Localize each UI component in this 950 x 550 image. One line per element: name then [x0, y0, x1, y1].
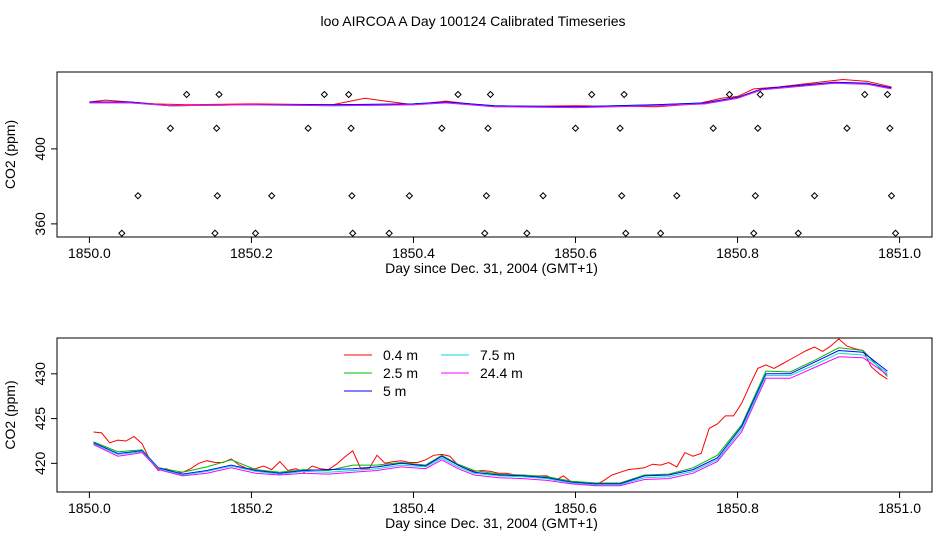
x-tick-label: 1850.2 [230, 500, 273, 516]
data-point [320, 90, 329, 99]
data-point [348, 192, 356, 200]
plot-frame [56, 337, 933, 493]
data-point [887, 192, 896, 200]
legend-label: 5 m [383, 383, 406, 399]
data-point [616, 124, 624, 132]
data-point [891, 229, 900, 237]
data-point [754, 124, 762, 132]
y-axis-label: CO2 (ppm) [2, 120, 18, 189]
data-point [215, 90, 223, 99]
data-point [861, 90, 869, 99]
x-tick-label: 1850.4 [392, 500, 435, 516]
x-axis-label: Day since Dec. 31, 2004 (GMT+1) [385, 515, 598, 531]
data-point [794, 229, 803, 237]
data-point [756, 90, 764, 99]
series-line-24-4-m [89, 82, 892, 109]
data-point [620, 90, 628, 99]
x-tick-label: 1851.0 [878, 245, 921, 261]
data-point [617, 192, 626, 200]
x-tick-label: 1850.8 [716, 500, 759, 516]
data-point [622, 229, 630, 237]
data-point [166, 124, 175, 132]
data-point [454, 90, 462, 99]
x-tick-label: 1850.0 [68, 500, 111, 516]
x-tick-label: 1850.8 [716, 245, 759, 261]
data-point [251, 229, 260, 237]
data-point [347, 124, 355, 132]
legend-label: 7.5 m [480, 347, 515, 363]
data-point [486, 90, 495, 99]
x-axis-label: Day since Dec. 31, 2004 (GMT+1) [385, 260, 598, 276]
data-point [405, 192, 414, 200]
y-tick-label: 360 [32, 212, 48, 236]
series-line-7-5-m [93, 352, 888, 486]
data-point [673, 192, 681, 200]
data-point [886, 124, 894, 132]
data-point [588, 90, 596, 99]
data-point [118, 229, 126, 237]
data-point [571, 124, 580, 132]
data-point [656, 229, 665, 237]
top-panel: 1850.0 1850.2 1850.4 1850.6 1850.8 1851.0 360 4… [2, 71, 933, 276]
data-point [481, 229, 489, 237]
data-point [182, 90, 191, 99]
x-tick-label: 1850.6 [554, 500, 597, 516]
y-axis-label: CO2 (ppm) [2, 380, 18, 449]
data-point [134, 192, 142, 200]
legend-label: 0.4 m [383, 347, 418, 363]
data-point [751, 192, 760, 200]
plot-frame [56, 71, 933, 238]
legend-label: 24.4 m [480, 365, 523, 381]
data-point [750, 229, 758, 237]
data-point [304, 124, 312, 132]
bottom-panel: 1850.0 1850.2 1850.4 1850.6 1850.8 1851.0 420 4… [2, 337, 933, 531]
data-point [725, 90, 734, 99]
data-point [213, 192, 222, 200]
x-tick-label: 1850.0 [68, 245, 111, 261]
data-point [267, 192, 276, 200]
y-tick-label: 425 [32, 407, 48, 431]
data-point [385, 229, 393, 237]
legend: 0.4 m 2.5 m 5 m 7.5 m 24.4 m [344, 347, 523, 399]
data-point [211, 229, 219, 237]
data-point [523, 229, 531, 237]
series-line-24-4-m [93, 356, 888, 487]
data-point [482, 192, 491, 200]
data-point [349, 229, 357, 237]
data-point [843, 124, 851, 132]
data-point [344, 90, 353, 99]
x-tick-label: 1850.2 [230, 245, 273, 261]
data-point [539, 192, 547, 200]
series-line-5-m [93, 349, 888, 485]
series-line-2-5-m [93, 347, 888, 484]
data-point [212, 124, 221, 132]
y-tick-label: 430 [32, 362, 48, 386]
figure-title: loo AIRCOA A Day 100124 Calibrated Times… [320, 13, 625, 29]
data-point [810, 192, 819, 200]
data-point [438, 124, 446, 132]
x-tick-label: 1850.6 [554, 245, 597, 261]
y-tick-label: 400 [32, 137, 48, 161]
data-point [484, 124, 492, 132]
legend-label: 2.5 m [383, 365, 418, 381]
data-point [883, 90, 892, 99]
x-tick-label: 1850.4 [392, 245, 435, 261]
x-tick-label: 1851.0 [878, 500, 921, 516]
data-point [709, 124, 717, 132]
y-tick-label: 420 [32, 451, 48, 475]
